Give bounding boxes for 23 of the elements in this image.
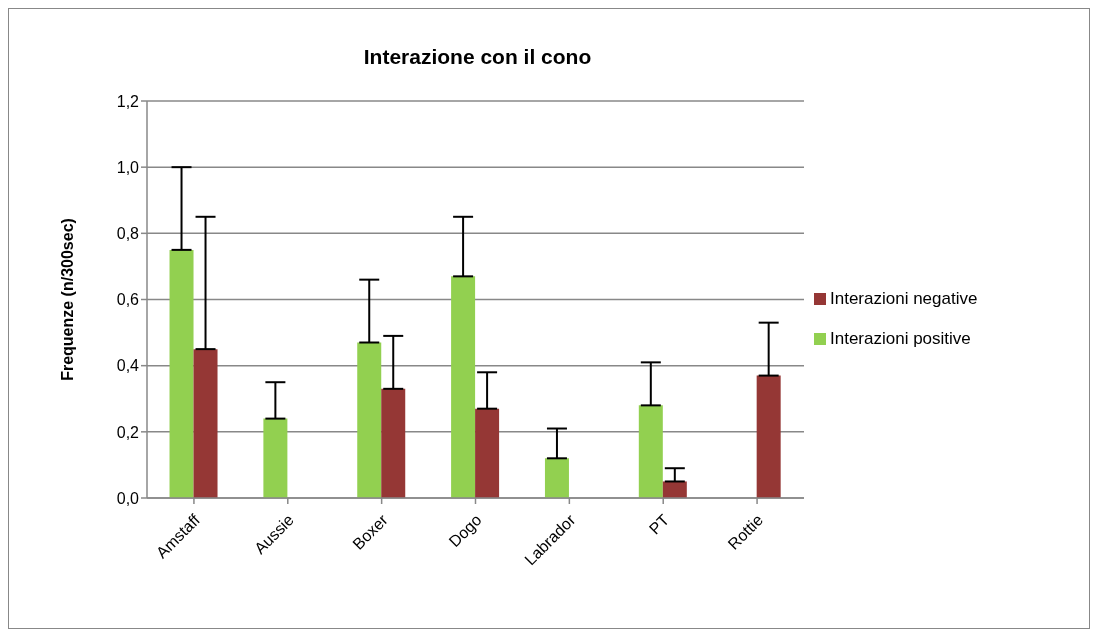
bar [638, 405, 663, 498]
y-tick-label: 0,0 [116, 489, 140, 507]
bar [263, 418, 288, 498]
x-tick-label: PT [645, 511, 673, 538]
y-axis-title: Frequenze (n/300sec) [58, 218, 76, 381]
bar [475, 408, 500, 498]
bar [662, 481, 687, 498]
bar [169, 249, 194, 498]
bar [544, 458, 569, 498]
bar [193, 349, 218, 498]
bar [451, 276, 476, 498]
legend-label: Interazioni positive [830, 328, 971, 348]
y-tick-label: 0,6 [116, 291, 140, 309]
legend-label: Interazioni negative [830, 288, 978, 308]
y-tick-label: 0,2 [116, 423, 140, 441]
y-tick-label: 1,2 [116, 92, 140, 110]
y-tick-label: 1,0 [116, 158, 140, 176]
chart-title: Interazione con il cono [362, 45, 593, 69]
bar [357, 342, 382, 498]
y-tick-label: 0,8 [116, 225, 140, 243]
bar [381, 388, 406, 498]
y-tick-label: 0,4 [116, 357, 140, 375]
bar [756, 375, 781, 498]
